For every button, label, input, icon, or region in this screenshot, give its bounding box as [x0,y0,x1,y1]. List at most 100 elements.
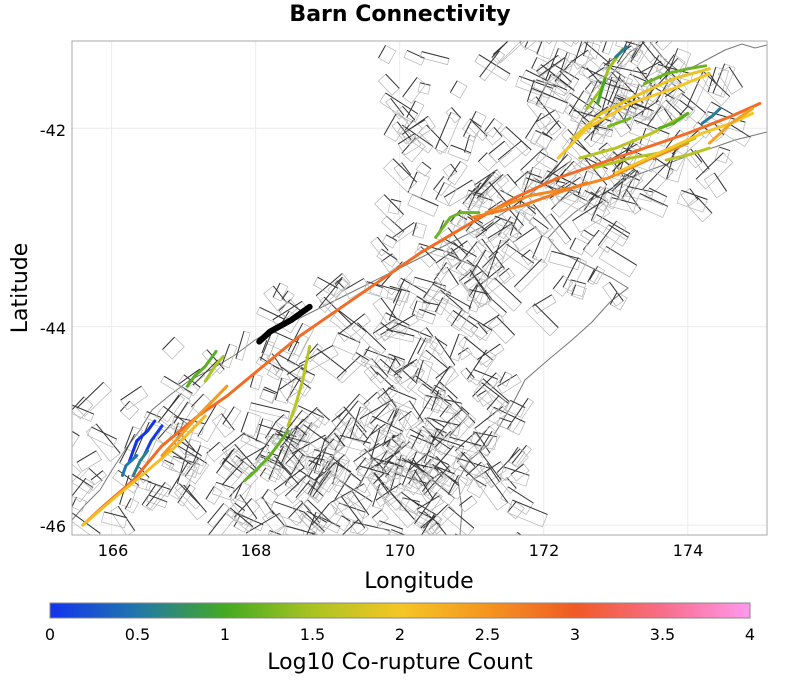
fault-trace-background [391,198,402,203]
fault-trace-background [378,45,386,59]
fault-trace-background [511,445,527,464]
fault-trace-background [414,469,434,500]
fault-trace-background [288,537,316,543]
fault-trace-background [465,367,475,379]
fault-trace-background [665,99,685,118]
fault-trace-background [588,66,605,78]
fault-trace-background [546,120,560,135]
fault-trace-background [527,171,542,178]
rupture-trace-east-lime [664,146,711,162]
colorbar-tick-label: 2.5 [475,625,500,644]
fault-trace-background [627,185,654,193]
fault-trace-background [678,99,694,111]
fault-trace-background [245,512,280,534]
fault-trace-background [594,106,609,117]
fault-section-box [454,533,459,535]
fault-trace-background [402,77,418,98]
fault-trace-background [449,333,460,359]
fault-trace-background [299,344,334,365]
colorbar-tick-label: 3.5 [650,625,675,644]
fault-trace-background [276,427,283,438]
fault-trace-background [598,142,608,151]
fault-trace-background [631,48,638,59]
fault-trace-background [386,234,398,241]
fault-trace-background [222,457,243,474]
fault-trace-background [379,450,388,463]
fault-trace-background [642,164,667,190]
fault-trace-background [536,41,543,55]
fault-section-box [494,537,511,552]
fault-trace-background [352,491,370,516]
fault-trace-background [469,269,491,301]
fault-trace-background [331,408,348,423]
fault-trace-background [146,411,161,418]
fault-trace-background [197,403,218,437]
fault-section-box [561,41,575,47]
fault-trace-background [355,457,367,471]
fault-trace-background [512,226,537,243]
fault-trace-background [444,238,477,257]
fault-section-box [602,0,621,30]
fault-trace-background [407,337,422,364]
fault-trace-background [532,87,568,104]
fault-trace-background [695,150,710,170]
fault-trace-background [555,180,566,184]
fault-section-box [286,537,316,555]
fault-trace-background [88,467,103,481]
fault-trace-background [482,251,499,268]
fault-trace-background [446,293,472,308]
fault-trace-background [268,445,285,480]
fault-trace-background [421,161,432,170]
fault-trace-background [432,283,452,294]
fault-trace-background [601,76,613,112]
fault-trace-background [422,503,449,529]
fault-trace-background [609,292,618,305]
fault-trace-background [475,217,502,238]
fault-trace-background [379,520,404,530]
fault-trace-background [459,465,475,479]
fault-trace-background [586,67,602,85]
fault-trace-background [72,396,85,411]
fault-trace-background [395,358,418,373]
fault-trace-background [281,290,289,300]
fault-trace-background [308,459,321,466]
fault-trace-background [649,187,667,198]
fault-trace-background [607,64,647,75]
fault-trace-background [401,124,434,147]
fault-trace-background [447,474,459,495]
fault-trace-background [447,475,458,484]
colorbar-tick-label: 1 [220,625,230,644]
fault-trace-background [525,177,557,190]
fault-trace-background [457,347,469,355]
fault-trace-background [162,405,187,424]
fault-trace-background [461,451,476,467]
fault-trace-background [273,466,305,491]
fault-trace-background [632,84,640,103]
rupture-trace-marlborough-orange-2 [470,181,589,220]
fault-trace-background [713,172,728,192]
fault-section-box [621,41,641,57]
fault-trace-background [303,511,325,532]
fault-trace-background [416,495,440,510]
fault-trace-background [318,278,343,308]
fault-trace-background [366,281,401,292]
fault-trace-background [408,450,431,471]
fault-trace-background [550,213,572,241]
fault-trace-background [370,365,379,376]
fault-trace-background [414,276,446,287]
fault-trace-background [690,148,703,163]
fault-trace-background [525,69,549,82]
fault-trace-background [499,371,506,384]
fault-trace-background [443,179,473,198]
fault-trace-background [333,432,346,447]
fault-trace-background [645,55,660,80]
fault-trace-background [359,399,394,420]
fault-trace-background [639,60,662,74]
fault-trace-background [377,384,394,400]
fault-trace-background [507,486,534,504]
fault-trace-background [488,140,505,154]
fault-trace-background [477,322,488,335]
fault-trace-background [524,41,529,48]
fault-trace-background [402,105,416,121]
fault-trace-background [401,451,418,486]
